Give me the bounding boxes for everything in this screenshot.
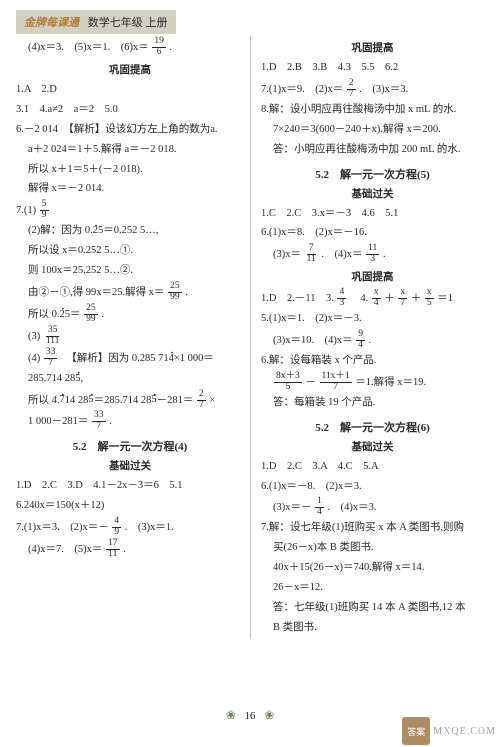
section-title: 5.2 解一元一次方程(5): [261, 166, 484, 182]
fraction: 94: [356, 330, 365, 351]
text-line: 1.D 2.B 3.B 4.3 5.5 6.2: [261, 59, 484, 78]
fraction: 35111: [44, 326, 62, 347]
fraction: 2599: [168, 282, 182, 303]
fraction: 14: [315, 497, 324, 518]
text-line: 则 100x＝25.252 5…②.: [16, 262, 244, 281]
fraction: x4: [372, 288, 381, 309]
fraction: 196: [152, 37, 166, 58]
text-line: 7.(1)x＝9. (2)x＝ 27 . (3)x＝3.: [261, 79, 484, 100]
fraction: 43: [337, 288, 346, 309]
fraction: 2599: [84, 304, 98, 325]
fraction: 8x＋35: [274, 372, 302, 393]
fraction: 49: [112, 517, 121, 538]
text-line: 6.－2 014 【解析】设该幻方左上角的数为a.: [16, 121, 244, 140]
brand: 金牌每课通: [24, 17, 79, 29]
text-line: 5.(1)x＝1. (2)x＝－3.: [261, 310, 484, 329]
text-line: 285.714 285,: [16, 370, 244, 389]
text-line: 6.240x＝150(x＋12): [16, 497, 244, 516]
left-column: (4)x＝3. (5)x＝1. (6)x＝ 196 . 巩固提高 1.A 2.D…: [16, 36, 250, 639]
fraction: 113: [366, 244, 379, 265]
text-line: 1.C 2.C 3.x＝－3 4.6 5.1: [261, 205, 484, 224]
fraction: x7: [398, 288, 407, 309]
text-line: (4) 337 【解析】因为 0.285 714×1 000＝: [16, 348, 244, 369]
text-line: (4)x＝7. (5)x＝ 1711 .: [16, 539, 244, 560]
fraction: 27: [347, 79, 356, 100]
page-header: 金牌每课通 数学七年级 上册: [16, 10, 176, 34]
text-line: 所以 4.714 285＝285.714 285－281＝ 27 ×: [16, 390, 244, 411]
section-title: 5.2 解一元一次方程(6): [261, 419, 484, 435]
text-line: 8x＋35 － 11x＋17 ＝1.解得 x＝19.: [261, 372, 484, 393]
text-line: 40x＋15(26－x)＝740.解得 x＝14.: [261, 559, 484, 578]
fraction: 337: [44, 348, 58, 369]
fraction: 27: [197, 390, 206, 411]
text-line: 所以 x＋1＝5＋(－2 018).: [16, 161, 244, 180]
text-line: 6.(1)x＝－8. (2)x＝3.: [261, 478, 484, 497]
fraction: 337: [92, 411, 106, 432]
fraction: 59: [40, 200, 49, 221]
subsection-title: 基础过关: [16, 458, 244, 473]
text-line: 1.A 2.D: [16, 81, 244, 100]
text-line: 26－x＝12.: [261, 579, 484, 598]
fraction: 11x＋17: [320, 372, 352, 393]
watermark-text: MXQE.COM: [433, 726, 496, 737]
text-line: 1.D 2.C 3.A 4.C 5.A: [261, 458, 484, 477]
text-line: (4)x＝3. (5)x＝1. (6)x＝ 196 .: [16, 37, 244, 58]
text-line: (3)x＝ 711 . (4)x＝ 113 .: [261, 244, 484, 265]
text-line: 由②－①,得 99x＝25.解得 x＝ 2599 .: [16, 282, 244, 303]
text-line: 买(26－x)本 B 类图书.: [261, 539, 484, 558]
text-line: (2)解：因为 0.25＝0.252 5…,: [16, 222, 244, 241]
text-line: 1.D 2.－11 3. 43 4. x4 ＋ x7 ＋ x5 ＝1: [261, 288, 484, 309]
section-title: 巩固提高: [261, 269, 484, 284]
text-line: (3)x＝10. (4)x＝ 94 .: [261, 330, 484, 351]
subsection-title: 基础过关: [261, 439, 484, 454]
text-line: (3)x＝－ 14 . (4)x＝3.: [261, 497, 484, 518]
text-line: 答：每箱装 19 个产品.: [261, 394, 484, 413]
fraction: 711: [305, 244, 318, 265]
text-line: 8.解：设小明应再往酸梅汤中加 x mL 的水.: [261, 101, 484, 120]
text-line: a＋2 024＝1＋5.解得 a＝－2 018.: [16, 141, 244, 160]
header-title: 数学七年级 上册: [88, 17, 168, 29]
text-line: 6.(1)x＝8. (2)x＝－16.: [261, 224, 484, 243]
text-line: 所以 0.25＝ 2599 .: [16, 304, 244, 325]
fraction: 1711: [106, 539, 120, 560]
text-line: 3.1 4.a≠2 a＝2 5.0: [16, 101, 244, 120]
section-title: 巩固提高: [261, 40, 484, 55]
text-line: 1.D 2.C 3.D 4.1－2x－3＝6 5.1: [16, 477, 244, 496]
subsection-title: 基础过关: [261, 186, 484, 201]
text-line: 1 000－281＝ 337 .: [16, 411, 244, 432]
text-line: 解得 x＝－2 014.: [16, 180, 244, 199]
ornament-icon: ❀: [264, 708, 274, 722]
text-line: 6.解：设每箱装 x 个产品.: [261, 352, 484, 371]
text-line: 答：小明应再往酸梅汤中加 200 mL 的水.: [261, 141, 484, 160]
text-line: B 类图书.: [261, 619, 484, 638]
watermark-icon: 答案: [402, 717, 430, 745]
section-title: 巩固提高: [16, 62, 244, 77]
text-line: 答：七年级(1)班购买 14 本 A 类图书,12 本: [261, 599, 484, 618]
fraction: x5: [425, 288, 434, 309]
text-line: (3) 35111: [16, 326, 244, 347]
text-line: 7×240＝3(600－240＋x).解得 x＝200.: [261, 121, 484, 140]
text-line: 7.解：设七年级(1)班购买 x 本 A 类图书,则购: [261, 519, 484, 538]
right-column: 巩固提高 1.D 2.B 3.B 4.3 5.5 6.2 7.(1)x＝9. (…: [250, 36, 484, 639]
text-line: 所以设 x＝0.252 5…①.: [16, 242, 244, 261]
watermark: 答案 MXQE.COM: [402, 717, 496, 745]
content-columns: (4)x＝3. (5)x＝1. (6)x＝ 196 . 巩固提高 1.A 2.D…: [0, 36, 500, 639]
ornament-icon: ❀: [226, 708, 236, 722]
text-line: 7.(1) 59: [16, 200, 244, 221]
section-title: 5.2 解一元一次方程(4): [16, 438, 244, 454]
text-line: 7.(1)x＝3. (2)x＝－ 49 . (3)x＝1.: [16, 517, 244, 538]
